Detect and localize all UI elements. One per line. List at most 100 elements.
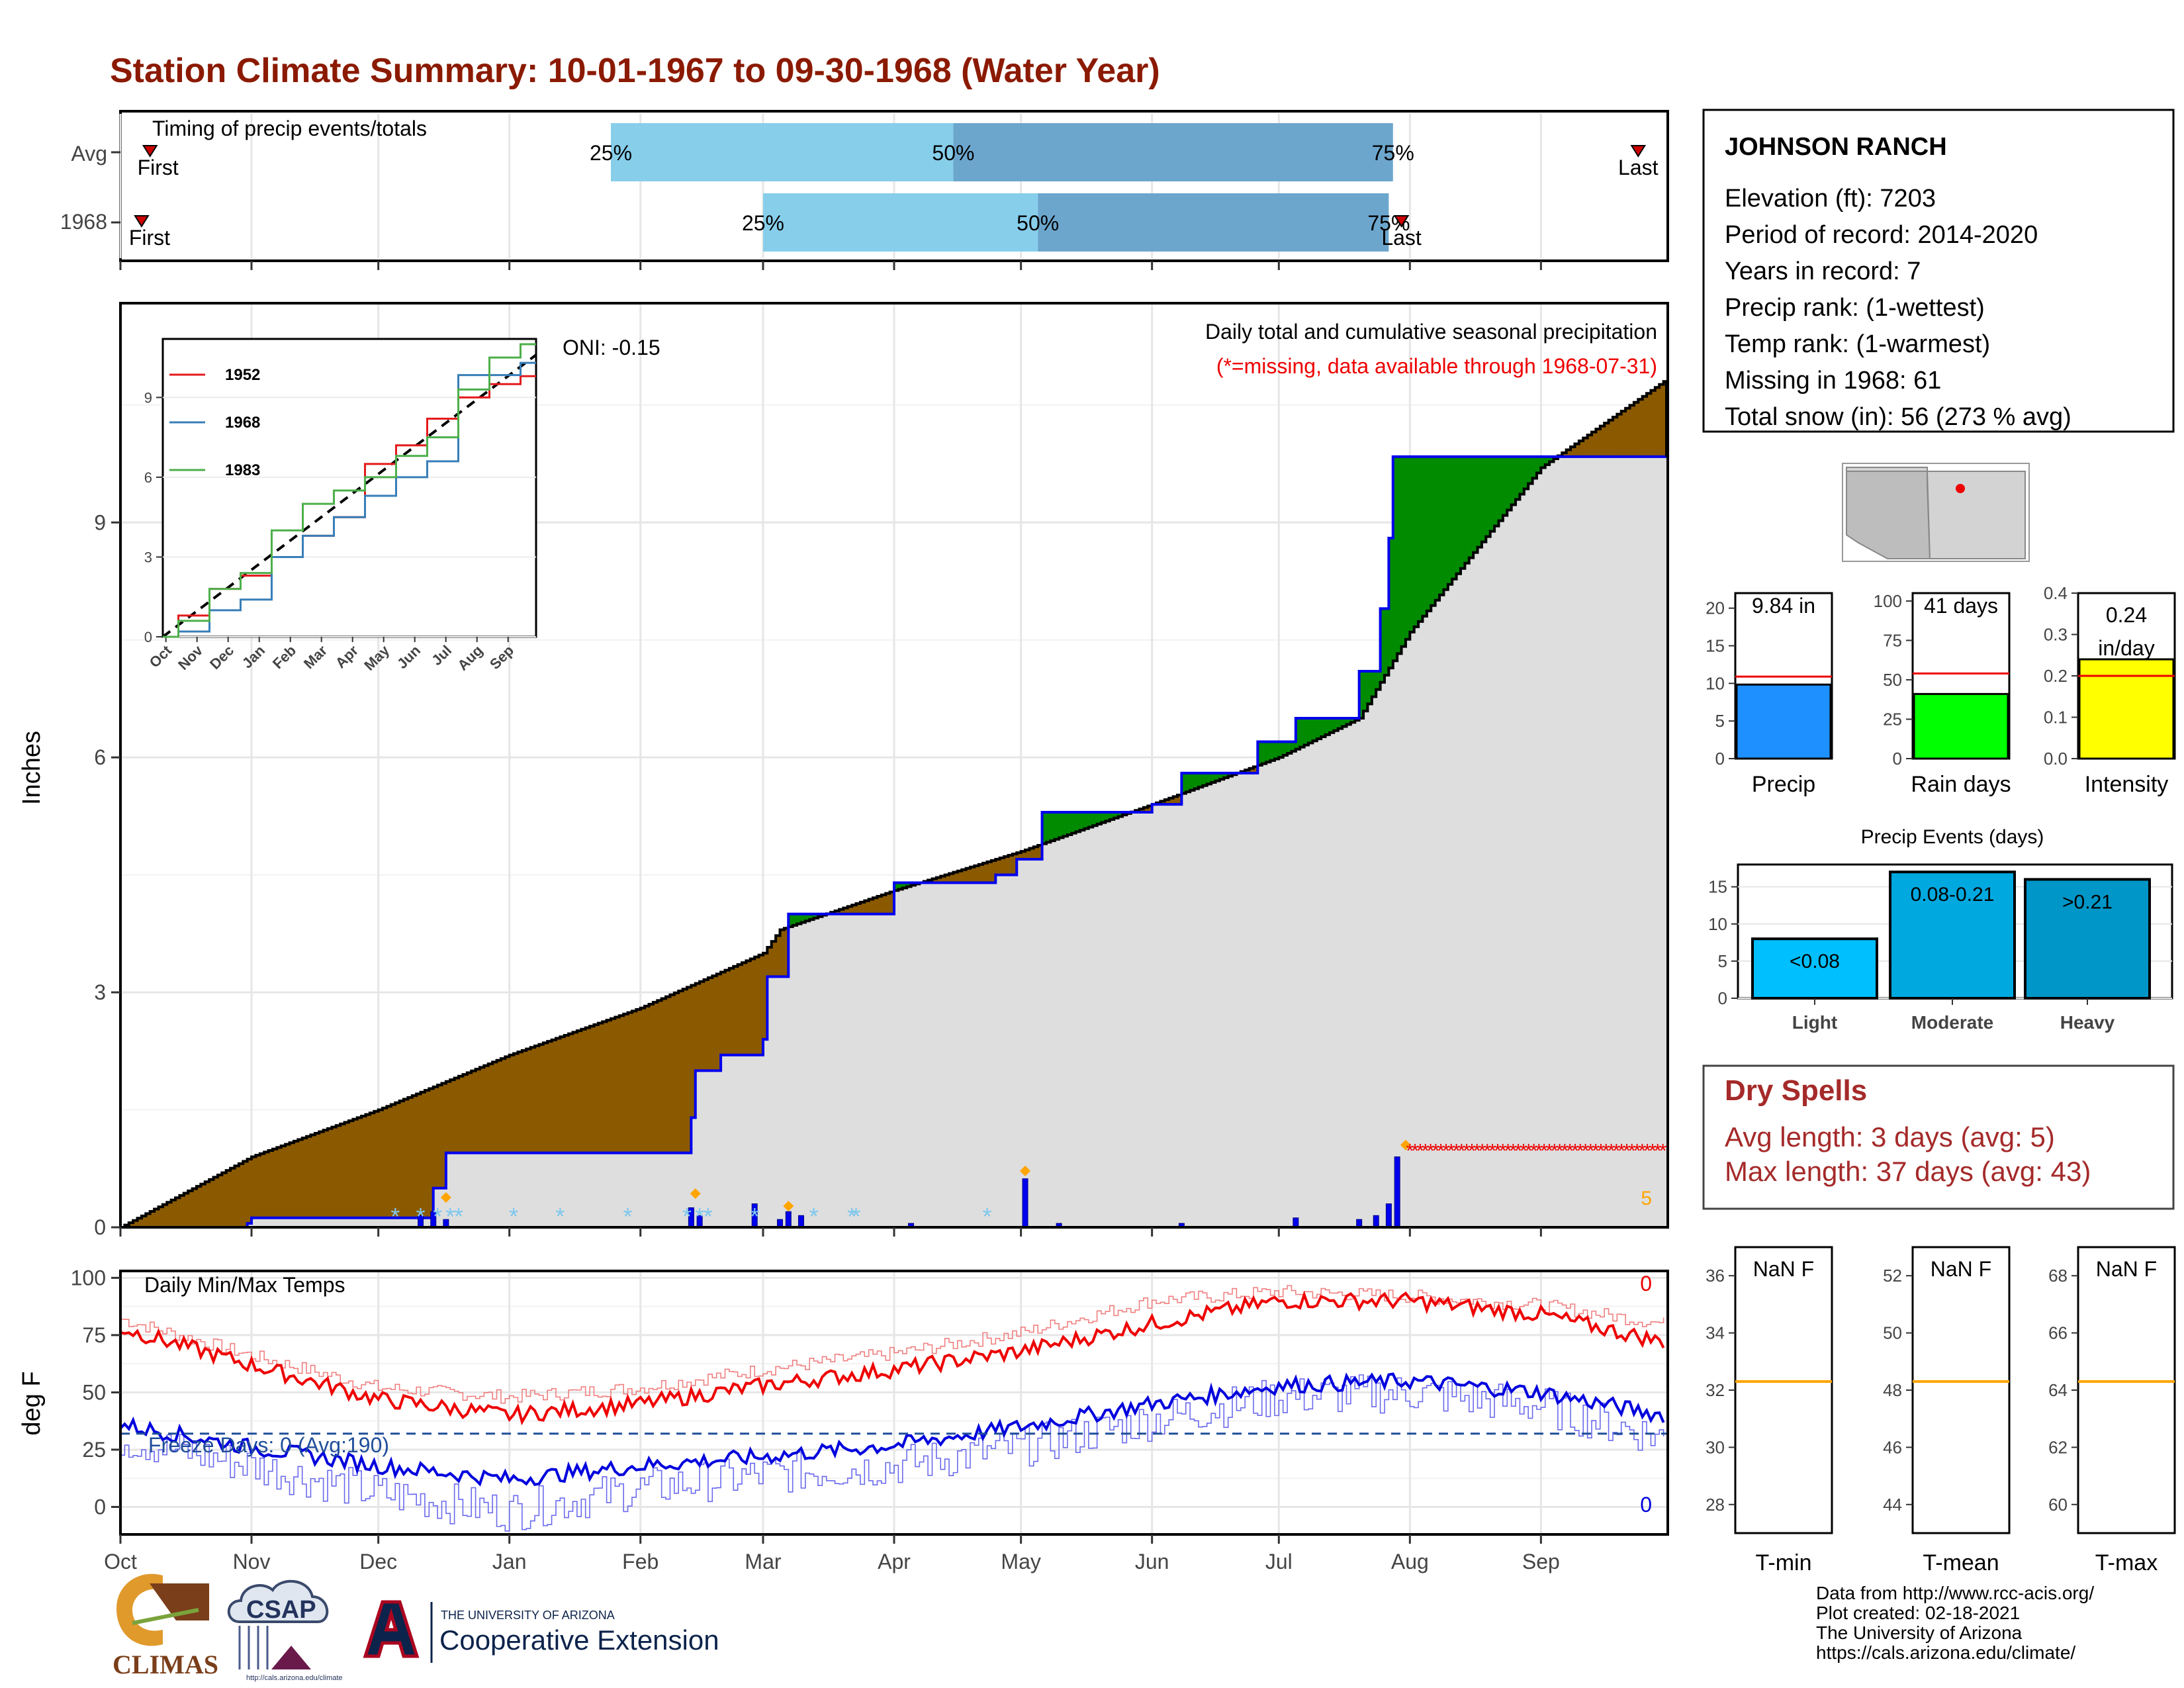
- missing-day-marker: *: [1561, 1141, 1569, 1162]
- temp-box-y-tick-label: 28: [1706, 1495, 1725, 1515]
- snow-day-marker: *: [983, 1203, 992, 1230]
- summary-bar-y-tick-label: 5: [1715, 711, 1725, 731]
- summary-bar-y-tick-label: 0.2: [2044, 666, 2068, 686]
- temp-panel: 0 25 50 75 100 deg F Daily Min/Max Temps Fre…: [18, 1266, 1669, 1573]
- heavy-event-marker: [1400, 1139, 1411, 1150]
- temp-box-frame: [2077, 1246, 2176, 1534]
- station-line: Elevation (ft): 7203: [1725, 185, 1936, 212]
- temp-y-label: deg F: [18, 1371, 46, 1435]
- snow-day-marker: *: [847, 1203, 856, 1230]
- temp-y-tick-label: 50: [82, 1380, 106, 1404]
- temp-box-label: T-min: [1756, 1550, 1812, 1575]
- missing-day-marker: *: [1628, 1141, 1636, 1162]
- heavy-event-marker: [783, 1201, 794, 1212]
- station-line: Missing in 1968: 61: [1725, 367, 1941, 395]
- daily-precip-bar: [797, 1215, 804, 1228]
- temp-line-min: [119, 1372, 1665, 1487]
- temp-box-label: T-mean: [1923, 1550, 1999, 1575]
- temp-y-axis: 0 25 50 75 100: [71, 1266, 120, 1519]
- missing-day-marker: *: [1422, 1141, 1430, 1162]
- missing-day-marker: *: [1483, 1141, 1491, 1162]
- precip-events-chart: Precip Events (days) 0 5 10 15 <0.08 Light 0.0…: [1708, 826, 2173, 1033]
- missing-day-marker: *: [1586, 1141, 1594, 1162]
- station-line: Total snow (in): 56 (273 % avg): [1725, 403, 2071, 431]
- csap-mountain-icon: [271, 1646, 311, 1669]
- temp-box-value: NaN F: [1753, 1257, 1814, 1281]
- timing-pct-label: 75%: [1372, 141, 1414, 165]
- timing-bar-q50-q75: [1038, 193, 1389, 252]
- precip-y-tick-label: 9: [94, 510, 106, 534]
- missing-day-marker: *: [1566, 1141, 1574, 1162]
- summary-bar-label: Precip: [1752, 772, 1815, 797]
- summary-bar-rain-days: [1913, 692, 2009, 760]
- snow-day-marker: *: [454, 1203, 463, 1230]
- snow-day-marker: *: [809, 1203, 819, 1230]
- daily-precip-bar: [1394, 1156, 1400, 1228]
- summary-bar-y-tick-label: 100: [1874, 591, 1902, 611]
- snow-day-marker: *: [445, 1203, 455, 1230]
- events-bar-label: <0.08: [1790, 951, 1840, 972]
- month-label: Mar: [745, 1550, 781, 1573]
- summary-bar-value-unit: in/day: [2098, 636, 2154, 660]
- temp-box-y-tick-label: 60: [2048, 1495, 2068, 1515]
- logo-ua: THE UNIVERSITY OF ARIZONA Cooperative Ex…: [363, 1600, 719, 1663]
- missing-day-marker: *: [1457, 1141, 1465, 1162]
- station-info: JOHNSON RANCH Elevation (ft): 7203 Perio…: [1702, 109, 2175, 433]
- summary-bar-y-tick-label: 0: [1893, 749, 1902, 769]
- missing-day-marker: *: [1612, 1141, 1620, 1162]
- temp-y-tick-label: 75: [82, 1323, 106, 1347]
- logo-csap: CSAP http://cals.arizona.edu/climate: [227, 1579, 343, 1682]
- missing-day-marker: *: [1576, 1141, 1584, 1162]
- summary-bar-value: 0.24: [2106, 603, 2147, 627]
- missing-day-marker: *: [1540, 1141, 1548, 1162]
- first-label: First: [138, 156, 179, 179]
- month-label: Nov: [233, 1550, 271, 1573]
- events-bar-label: 0.08-0.21: [1911, 884, 1995, 906]
- precip-y-tick-label: 6: [94, 745, 106, 769]
- missing-day-marker: *: [1442, 1141, 1450, 1162]
- month-label: Oct: [104, 1550, 137, 1573]
- csap-cloud-icon: [227, 1579, 329, 1623]
- events-bar-label: >0.21: [2062, 891, 2113, 913]
- heavy-event-marker: [440, 1192, 451, 1203]
- temp-box-y-tick-label: 44: [1883, 1495, 1902, 1515]
- missing-day-marker: *: [1463, 1141, 1471, 1162]
- timing-label: Timing of precip events/totals: [152, 117, 427, 140]
- first-event-marker: [134, 215, 150, 228]
- temp-summary-boxes: 28 30 32 34 36 NaN F T-min 44 46 48 50 52 NaN F T-mea…: [1706, 1246, 2176, 1575]
- timing-bar-q50-q75: [953, 123, 1393, 181]
- summary-bar-y-tick-label: 50: [1883, 670, 1902, 690]
- missing-day-marker: *: [1551, 1141, 1559, 1162]
- credit-line: The University of Arizona: [1816, 1622, 2023, 1643]
- timing-row-1968: 1968: [60, 210, 107, 234]
- last-label: Last: [1618, 156, 1659, 179]
- missing-day-marker: *: [1608, 1141, 1615, 1162]
- map-state-new-mexico: [1926, 471, 2026, 559]
- missing-day-marker: *: [1520, 1141, 1527, 1162]
- missing-day-marker: *: [1633, 1141, 1641, 1162]
- max-count: 0: [1640, 1272, 1652, 1295]
- missing-day-marker: *: [1623, 1141, 1631, 1162]
- first-event-marker: [142, 145, 158, 158]
- missing-day-marker: *: [1488, 1141, 1496, 1162]
- snow-day-marker: *: [416, 1203, 426, 1230]
- events-y-tick-label: 0: [1718, 988, 1727, 1008]
- climas-leaf-icon: [132, 1608, 199, 1625]
- summary-bar-label: Rain days: [1911, 772, 2011, 797]
- precip-y-tick-label: 3: [94, 980, 106, 1004]
- summary-bar-value: 9.84 in: [1752, 594, 1815, 618]
- figure-title: Station Climate Summary: 10-01-1967 to 0…: [110, 52, 1160, 90]
- summary-bar-y-tick-label: 25: [1883, 709, 1902, 729]
- temp-box-y-tick-label: 36: [1706, 1266, 1725, 1286]
- missing-day-marker: *: [1530, 1141, 1538, 1162]
- temp-line-min-avg: [120, 1374, 1664, 1532]
- missing-day-marker: *: [1525, 1141, 1533, 1162]
- last-event-marker: [1630, 145, 1647, 158]
- station-line: Years in record: 7: [1725, 258, 1921, 285]
- temp-box-y-tick-label: 46: [1883, 1437, 1902, 1457]
- inset-y-tick-label: 3: [144, 549, 152, 565]
- dry-spells: Dry Spells Avg length: 3 days (avg: 5) M…: [1702, 1064, 2175, 1210]
- csap-url: http://cals.arizona.edu/climate: [246, 1674, 343, 1682]
